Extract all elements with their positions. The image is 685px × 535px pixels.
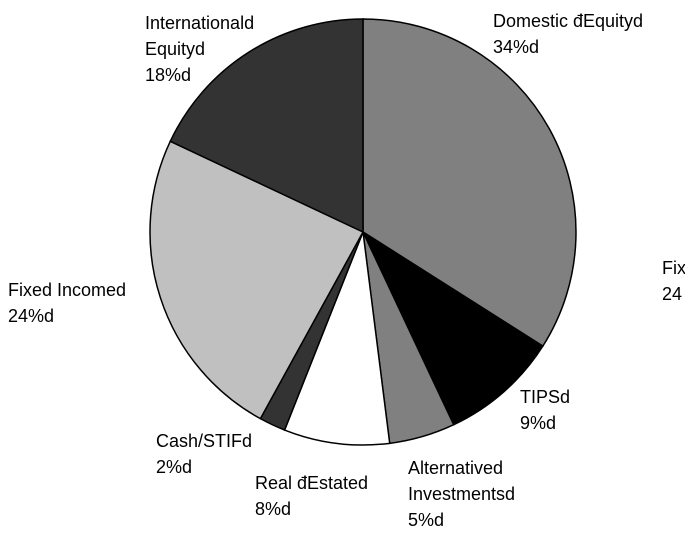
pie-slice — [283, 231, 391, 446]
slice-label: TIPSd 9%d — [520, 384, 600, 436]
category-label: Domestic đEquityd — [493, 11, 644, 31]
pie-slice — [361, 229, 544, 426]
category-label: TIPSd — [520, 387, 571, 407]
slice-label: Cash/STIFd 2%d — [156, 428, 296, 480]
category-label: Alternatived Investmentsd — [408, 458, 516, 504]
annotation: 24 — [662, 284, 683, 304]
value-label: 8%d — [255, 499, 292, 519]
annotation: Fix — [662, 258, 685, 278]
category-label: Internationald Equityd — [145, 13, 255, 59]
value-label: 2%d — [156, 457, 193, 477]
slice-label: Real đEstated 8%d — [255, 470, 395, 522]
slice-label: Fixed Incomed 24%d — [8, 277, 178, 329]
pie-slice — [169, 18, 364, 234]
slice-label: Internationald Equityd 18%d — [145, 10, 285, 88]
category-label: Real đEstated — [255, 473, 369, 493]
value-label: 24%d — [8, 306, 55, 326]
category-label: Cash/STIFd — [156, 431, 253, 451]
slice-label: Alternatived Investmentsd 5%d — [408, 455, 568, 533]
value-label: 34%d — [493, 37, 540, 57]
value-label: 18%d — [145, 65, 192, 85]
value-label: 5%d — [408, 510, 445, 530]
pie-slice — [362, 18, 577, 348]
slice-label: Domestic đEquityd 34%d — [493, 8, 685, 60]
category-label: Fixed Incomed — [8, 280, 127, 300]
pie-slice — [149, 140, 365, 420]
value-label: 9%d — [520, 413, 557, 433]
